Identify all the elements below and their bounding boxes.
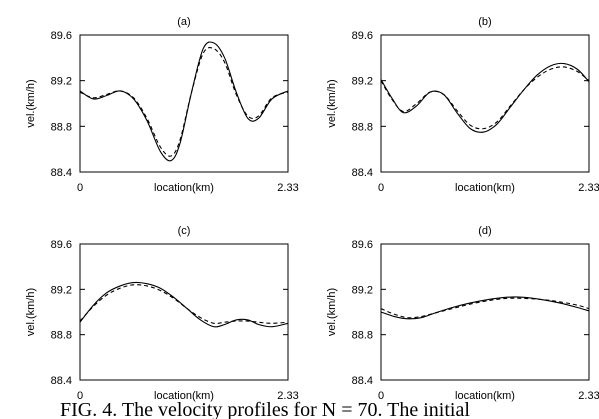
panel-d-xlabel: location(km) [455,390,515,402]
figure-caption: FIG. 4. The velocity profiles for N = 70… [60,399,470,419]
panel-c-ytick-label-3: 89.6 [51,239,72,251]
panel-b-ytick-label-3: 89.6 [352,30,373,42]
panel-d-xtick-label-0: 0 [378,390,384,402]
panel-b-ylabel: vel.(km/h) [326,79,338,127]
panel-d-ytick-label-3: 89.6 [352,239,373,251]
panel-c-ylabel: vel.(km/h) [25,288,37,336]
panel-c-ytick-label-0: 88.4 [51,375,72,387]
panel-b-title: (b) [478,16,491,28]
panel-b-xtick-label-0: 0 [378,182,384,194]
panel-b-ytick-label-2: 89.2 [352,76,373,88]
panel-b-series-dashed-line [380,66,590,130]
panel-a-xtick-label-1: 2.33 [277,182,298,194]
panel-c-series-dashed-line [79,284,289,325]
panel-d-series-dashed-line [380,297,590,319]
panel-a-ytick-label-3: 89.6 [51,30,72,42]
panel-d-ytick-label-2: 89.2 [352,284,373,296]
panel-d-xtick-label-1: 2.33 [578,390,599,402]
panel-a-ytick-label-0: 88.4 [51,167,72,179]
panel-c-series-solid-line [79,281,289,328]
panel-d-ytick-label-1: 88.8 [352,330,373,342]
panel-d: (d) 88.4 88.8 89.2 89.6 0 2.33 location(km) vel.… [326,225,599,402]
panel-c-xtick-label-1: 2.33 [277,390,298,402]
panel-d-frame [380,243,590,381]
panel-a-frame [79,34,289,173]
panel-a-ytick-label-2: 89.2 [51,76,72,88]
panel-d-ytick-label-0: 88.4 [352,375,373,387]
panel-b-xlabel: location(km) [455,182,515,194]
panel-a-series-solid-line [79,41,289,162]
panel-c-frame [79,243,289,381]
panel-c: (c) 88.4 88.8 89.2 89.6 0 2.33 location(km) vel.… [25,225,299,402]
panel-c-title: (c) [178,225,191,237]
panel-d-title: (d) [478,225,491,237]
panel-b: (b) 88.4 88.8 89.2 89.6 0 2.33 location(km) vel.… [326,16,599,194]
panel-c-xlabel: location(km) [154,390,214,402]
panel-a-xtick-label-0: 0 [77,182,83,194]
panel-a-series-dashed-line [79,47,289,157]
panel-b-frame [380,34,590,173]
panel-a-ylabel: vel.(km/h) [25,79,37,127]
panel-d-ylabel: vel.(km/h) [326,288,338,336]
panel-d-series-solid-line [380,296,590,320]
panel-a: (a) 88.4 88.8 89.2 89.6 0 2.33 location(km) vel.… [25,16,299,194]
panel-a-xlabel: location(km) [154,182,214,194]
panel-c-xtick-label-0: 0 [77,390,83,402]
panel-b-series-solid-line [380,62,590,133]
panel-c-ytick-label-1: 88.8 [51,330,72,342]
panel-a-title: (a) [177,16,190,28]
panel-b-ytick-label-0: 88.4 [352,167,373,179]
panel-a-ytick-label-1: 88.8 [51,121,72,133]
panel-b-xtick-label-1: 2.33 [578,182,599,194]
panel-c-ytick-label-2: 89.2 [51,284,72,296]
panel-b-ytick-label-1: 88.8 [352,121,373,133]
